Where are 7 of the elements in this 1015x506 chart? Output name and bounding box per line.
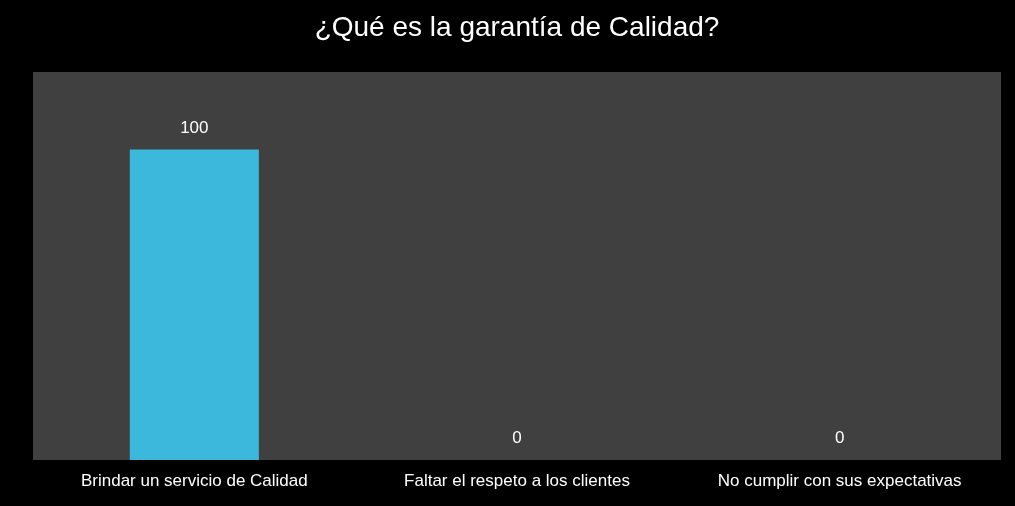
x-tick-label: Brindar un servicio de Calidad: [80, 470, 308, 490]
x-tick-label: No cumplir con sus expectativas: [717, 470, 962, 490]
data-label: 100: [180, 117, 209, 137]
chart-title: ¿Qué es la garantía de Calidad?: [314, 11, 720, 42]
data-label: 0: [834, 428, 845, 447]
data-label: 0: [512, 428, 522, 447]
x-tick-label: Faltar el respeto a los clientes: [404, 470, 630, 490]
